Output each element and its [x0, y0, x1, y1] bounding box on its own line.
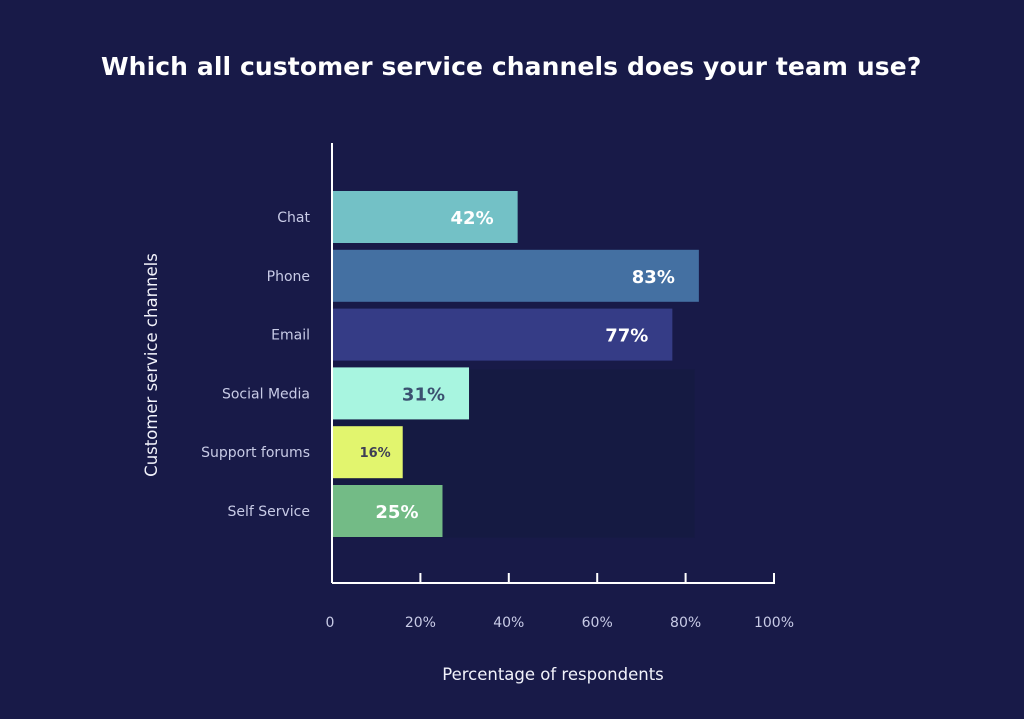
value-label: 31% [402, 384, 445, 405]
value-label: 42% [451, 208, 494, 229]
x-tick-label: 80% [670, 615, 701, 631]
axes [331, 143, 775, 584]
x-tick-labels: 0 20% 40% 60% 80% 100% [326, 615, 794, 631]
x-tick-label: 100% [754, 615, 794, 631]
bar-self-service [332, 485, 443, 537]
category-label: Phone [267, 269, 310, 285]
x-axis-title: Percentage of respondents [442, 665, 664, 684]
category-label: Support forums [201, 445, 310, 461]
category-label: Chat [277, 210, 310, 226]
bar-email [332, 308, 673, 361]
x-tick-label: 60% [582, 615, 613, 631]
bar-phone [332, 249, 699, 302]
value-label: 83% [632, 267, 675, 288]
value-label: 25% [375, 502, 418, 523]
x-tick-label: 40% [493, 615, 524, 631]
category-label: Email [271, 328, 310, 344]
category-label: Social Media [222, 386, 310, 402]
value-label: 16% [360, 446, 391, 461]
x-tick-label: 20% [405, 615, 436, 631]
bar-chat [332, 191, 518, 243]
category-labels: Chat Phone Email Social Media Support forums… [201, 210, 310, 520]
bars [332, 191, 699, 537]
y-axis-title: Customer service channels [142, 253, 161, 477]
x-tick-label: 0 [326, 615, 335, 631]
x-ticks [331, 573, 775, 583]
chart-title: Which all customer service channels does… [101, 52, 922, 81]
value-labels: 42% 83% 77% 31% 16% 25% [360, 208, 675, 523]
bar-support-forums [332, 426, 403, 479]
bar-social-media [332, 367, 470, 420]
value-label: 77% [605, 326, 648, 347]
category-label: Self Service [227, 504, 310, 520]
